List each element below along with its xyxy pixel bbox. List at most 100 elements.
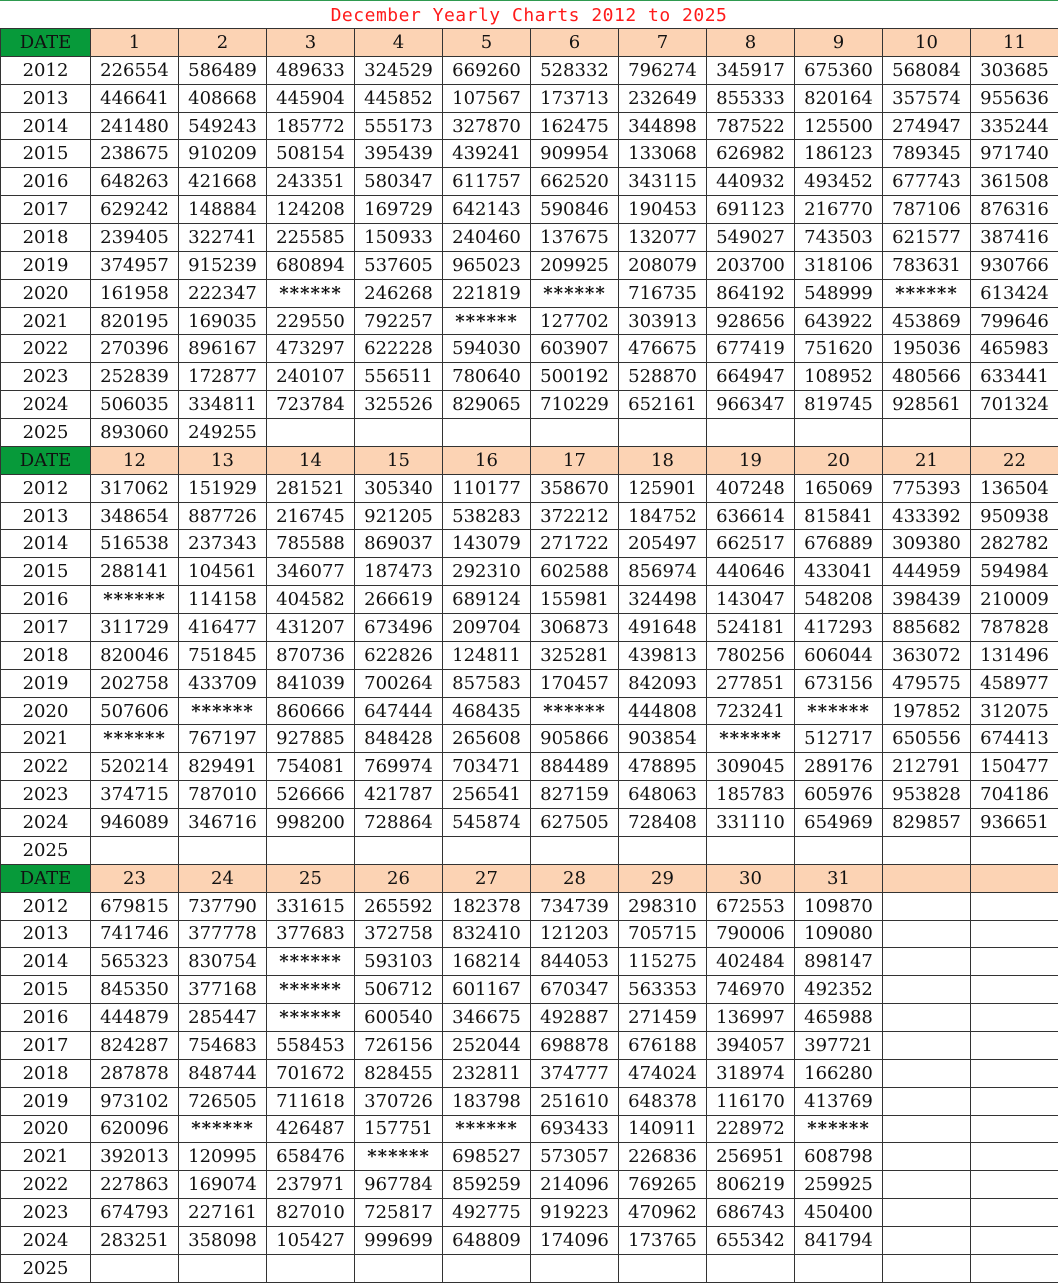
result-cell <box>619 1254 707 1282</box>
result-cell <box>971 419 1058 447</box>
result-cell: 601167 <box>443 976 531 1004</box>
result-cell: 508154 <box>267 140 355 168</box>
result-cell <box>355 1254 443 1282</box>
result-cell: 431207 <box>267 614 355 642</box>
result-cell: 648063 <box>619 781 707 809</box>
result-cell: 492887 <box>531 1004 619 1032</box>
result-cell: 769974 <box>355 753 443 781</box>
blank-cell <box>971 892 1058 920</box>
year-label: 2018 <box>1 1059 91 1087</box>
result-cell: 746970 <box>707 976 795 1004</box>
result-cell: 226554 <box>91 56 179 84</box>
result-cell: 125500 <box>795 112 883 140</box>
result-cell: 187473 <box>355 558 443 586</box>
result-cell: 548208 <box>795 586 883 614</box>
result-cell: 841794 <box>795 1226 883 1254</box>
day-header: 6 <box>531 29 619 57</box>
result-cell: 317062 <box>91 474 179 502</box>
result-cell: 675360 <box>795 56 883 84</box>
year-label: 2014 <box>1 112 91 140</box>
year-label: 2025 <box>1 836 91 864</box>
result-cell: 256541 <box>443 781 531 809</box>
result-cell: 787522 <box>707 112 795 140</box>
result-cell: 404582 <box>267 586 355 614</box>
result-cell: 168214 <box>443 948 531 976</box>
result-cell: 324529 <box>355 56 443 84</box>
blank-cell <box>883 1199 971 1227</box>
blank-cell <box>883 1115 971 1143</box>
result-cell: 394057 <box>707 1031 795 1059</box>
result-cell: 869037 <box>355 530 443 558</box>
result-cell <box>707 419 795 447</box>
result-cell: 173713 <box>531 84 619 112</box>
result-cell: 227863 <box>91 1171 179 1199</box>
result-cell: 896167 <box>179 335 267 363</box>
result-cell: 491648 <box>619 614 707 642</box>
year-label: 2017 <box>1 196 91 224</box>
result-cell: 820164 <box>795 84 883 112</box>
year-label: 2020 <box>1 279 91 307</box>
result-cell: 107567 <box>443 84 531 112</box>
result-cell: 711618 <box>267 1087 355 1115</box>
result-cell: 413769 <box>795 1087 883 1115</box>
result-cell: 548999 <box>795 279 883 307</box>
result-cell <box>443 1254 531 1282</box>
result-cell <box>531 419 619 447</box>
result-cell: 240107 <box>267 363 355 391</box>
result-cell <box>883 419 971 447</box>
result-cell <box>267 1254 355 1282</box>
result-cell: 417293 <box>795 614 883 642</box>
result-cell: 828455 <box>355 1059 443 1087</box>
result-cell: 689124 <box>443 586 531 614</box>
result-cell: 407248 <box>707 474 795 502</box>
result-cell: 860666 <box>267 697 355 725</box>
result-cell: 643922 <box>795 307 883 335</box>
blank-cell <box>883 1059 971 1087</box>
result-cell: 789345 <box>883 140 971 168</box>
result-cell: 658476 <box>267 1143 355 1171</box>
year-label: 2018 <box>1 641 91 669</box>
result-cell: 558453 <box>267 1031 355 1059</box>
result-cell: 516538 <box>91 530 179 558</box>
result-cell: 473297 <box>267 335 355 363</box>
result-cell: 479575 <box>883 669 971 697</box>
result-cell: ****** <box>267 976 355 1004</box>
result-cell: 492352 <box>795 976 883 1004</box>
blank-cell <box>971 1059 1058 1087</box>
result-cell: 792257 <box>355 307 443 335</box>
result-cell: 195036 <box>883 335 971 363</box>
day-header: 29 <box>619 864 707 892</box>
result-cell: 226836 <box>619 1143 707 1171</box>
result-cell: 225585 <box>267 224 355 252</box>
date-header-label: DATE <box>1 864 91 892</box>
result-cell: 166280 <box>795 1059 883 1087</box>
result-cell: 737790 <box>179 892 267 920</box>
result-cell: 212791 <box>883 753 971 781</box>
result-cell: 174096 <box>531 1226 619 1254</box>
result-cell: 104561 <box>179 558 267 586</box>
result-cell: 358670 <box>531 474 619 502</box>
year-label: 2016 <box>1 1004 91 1032</box>
result-cell: 796274 <box>619 56 707 84</box>
result-cell: 674793 <box>91 1199 179 1227</box>
result-cell: 905866 <box>531 725 619 753</box>
result-cell <box>355 836 443 864</box>
result-cell: 512717 <box>795 725 883 753</box>
result-cell: ****** <box>795 1115 883 1143</box>
result-cell: 915239 <box>179 251 267 279</box>
result-cell: 216770 <box>795 196 883 224</box>
result-cell: 662517 <box>707 530 795 558</box>
day-header: 9 <box>795 29 883 57</box>
result-cell: 480566 <box>883 363 971 391</box>
result-cell: 137675 <box>531 224 619 252</box>
result-cell: 698527 <box>443 1143 531 1171</box>
result-cell: 265608 <box>443 725 531 753</box>
